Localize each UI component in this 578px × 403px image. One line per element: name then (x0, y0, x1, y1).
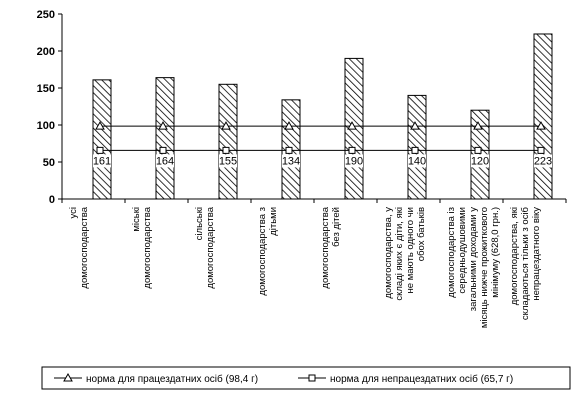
axes: 0 50 100 150 200 250 (37, 9, 567, 206)
y-tick-label: 50 (43, 157, 55, 169)
bars (92, 33, 553, 200)
triangle-marker (221, 121, 231, 130)
bar (533, 33, 553, 200)
category-label: середньодушовими (457, 207, 468, 294)
category-label: домогосподарства (79, 206, 90, 288)
category-label: мінімуму (628,0 грн.) (490, 207, 501, 298)
legend-label: норма для непрацездатних осіб (65,7 г) (330, 373, 513, 385)
square-marker (159, 146, 167, 154)
triangle-marker (95, 121, 105, 130)
square-marker (411, 146, 419, 154)
category-label: домогосподарства (205, 206, 216, 288)
data-label-bg (219, 154, 237, 168)
category-label: сільські (194, 207, 205, 240)
legend-square-marker (308, 374, 316, 382)
bar (155, 77, 175, 200)
data-label: 155 (219, 155, 237, 167)
data-label: 120 (471, 155, 489, 167)
reference-lines (95, 121, 546, 154)
data-label-bg (156, 154, 174, 168)
data-label-bg (93, 154, 111, 168)
data-label-bg (345, 154, 363, 168)
y-tick-label: 100 (37, 120, 55, 132)
category-label: міські (131, 207, 142, 232)
square-marker (474, 146, 482, 154)
data-label: 223 (534, 155, 552, 167)
data-label: 134 (282, 155, 300, 167)
y-tick-label: 150 (37, 83, 55, 95)
bar (92, 79, 112, 200)
square-marker (348, 146, 356, 154)
triangle-marker (347, 121, 357, 130)
category-label: загальними доходами у (468, 207, 479, 311)
data-label-bg (408, 154, 426, 168)
data-label: 190 (345, 155, 363, 167)
legend-triangle-marker (63, 372, 73, 382)
category-label: домогосподарства, у (383, 207, 394, 299)
category-label: місяць нижче прожиткового (479, 207, 490, 328)
category-label: не мають одного чи (405, 207, 416, 293)
data-label-bg (534, 154, 552, 168)
category-label: без дітей (331, 207, 342, 247)
category-label: домогосподарства із (446, 207, 457, 298)
category-label: домогосподарства (320, 206, 331, 288)
triangle-marker (473, 121, 483, 130)
data-label: 164 (156, 155, 174, 167)
data-label: 140 (408, 155, 426, 167)
square-marker (96, 146, 104, 154)
category-label: дітьми (268, 207, 279, 236)
category-label: складаються тільки з осіб (520, 206, 531, 320)
y-tick-label: 200 (37, 46, 55, 58)
y-tick-label: 250 (37, 9, 55, 21)
category-label: домогосподарства (142, 206, 153, 288)
square-marker (222, 146, 230, 154)
category-label: усі (68, 207, 79, 219)
legend-label: норма для працездатних осіб (98,4 г) (86, 373, 258, 385)
legend: норма для працездатних осіб (98,4 г) норм… (41, 366, 571, 390)
triangle-marker (410, 121, 420, 130)
bar (218, 83, 238, 200)
category-label: непрацездатного віку (531, 207, 542, 301)
data-labels: 161 164 155 134 190 140 120 223 (93, 154, 552, 168)
y-tick-label: 0 (49, 194, 55, 206)
category-label: складі яких є діти, які (394, 207, 405, 301)
triangle-marker (284, 121, 294, 130)
data-label: 161 (93, 155, 111, 167)
data-label-bg (282, 154, 300, 168)
triangle-marker (536, 121, 546, 130)
triangle-marker (158, 121, 168, 130)
category-label: домогосподарства, які (509, 207, 520, 305)
square-marker (285, 146, 293, 154)
category-label: обох батьків (416, 207, 427, 261)
square-marker (537, 146, 545, 154)
category-label: домогосподарства з (257, 207, 268, 296)
category-labels: усі домогосподарства міські домогосподарств… (68, 206, 542, 328)
data-label-bg (471, 154, 489, 168)
